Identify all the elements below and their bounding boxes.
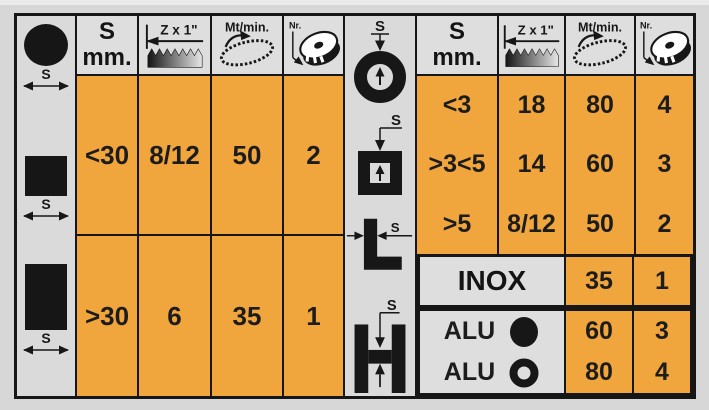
svg-text:Mt/min.: Mt/min. <box>225 20 269 34</box>
photo-edge-highlight <box>0 0 709 5</box>
solid-large-square-bar-icon: S <box>17 264 75 357</box>
table-cell: 3 <box>634 135 693 195</box>
header-s-mm: S mm. <box>417 16 497 76</box>
header-s-mm: S mm. <box>77 16 137 76</box>
table-cell: 60 <box>585 317 613 345</box>
table-cell: >3<5 <box>417 135 497 195</box>
alu-solid-label: ALU <box>420 311 564 352</box>
alu-speed-column: 60 80 <box>564 311 632 393</box>
hollow-table: S mm. Z x 1" Mt/min. <box>417 16 693 396</box>
svg-text:Nr.: Nr. <box>288 21 300 31</box>
svg-text:Mt/min.: Mt/min. <box>578 20 622 34</box>
svg-text:S: S <box>41 198 50 212</box>
svg-text:Z x 1": Z x 1" <box>517 23 553 38</box>
svg-text:S: S <box>391 220 400 235</box>
table-cell: 1 <box>282 236 343 396</box>
svg-text:S: S <box>375 18 385 35</box>
table-cell: 35 <box>564 257 632 305</box>
table-cell: 8/12 <box>137 76 210 236</box>
table-cell: 80 <box>564 76 634 136</box>
s-dimension-arrow-icon: S <box>23 332 69 355</box>
svg-text:S: S <box>391 113 401 129</box>
svg-text:S: S <box>387 299 397 314</box>
solid-round-bar-icon <box>510 316 539 347</box>
svg-text:S: S <box>41 332 50 346</box>
alu-tube-label: ALU <box>420 352 564 393</box>
h-beam-profile-icon: S <box>354 299 406 393</box>
solid-profiles-column: S S S <box>17 16 77 396</box>
large-square-bar-shape <box>25 264 67 330</box>
table-cell: <30 <box>77 76 137 236</box>
alu-text: ALU <box>443 358 496 386</box>
table-cell: 8/12 <box>497 194 564 254</box>
saw-blade-icon: Z x 1" <box>145 22 203 68</box>
hollow-profiles-column: S S <box>343 16 417 396</box>
table-cell: 4 <box>655 358 669 386</box>
angle-profile-icon: S <box>346 218 413 270</box>
header-teeth-per-inch: Z x 1" <box>137 16 210 76</box>
header-pulley-number: Nr. <box>634 16 693 76</box>
header-cutting-speed: Mt/min. <box>564 16 634 76</box>
table-cell: 3 <box>655 317 669 345</box>
inox-label: INOX <box>420 257 564 305</box>
table-cell: <3 <box>417 76 497 136</box>
header-pulley-number: Nr. <box>282 16 343 76</box>
table-cell: 35 <box>210 236 282 396</box>
table-cell: 60 <box>564 135 634 195</box>
table-cell: 2 <box>282 76 343 236</box>
header-cutting-speed: Mt/min. <box>210 16 282 76</box>
hollow-table-body: <3 18 80 4 >3<5 14 60 3 >5 8/12 50 2 <box>417 76 693 254</box>
pulley-wheel-icon: Nr. <box>639 21 691 66</box>
svg-text:Z x 1": Z x 1" <box>160 22 197 37</box>
header-teeth-per-inch: Z x 1" <box>497 16 564 76</box>
table-cell: 18 <box>497 76 564 136</box>
saw-blade-icon: Z x 1" <box>503 23 559 67</box>
hollow-table-header: S mm. Z x 1" Mt/min. <box>417 16 693 76</box>
svg-text:Nr.: Nr. <box>639 21 651 31</box>
alu-text: ALU <box>443 317 496 345</box>
band-loop-icon: Mt/min. <box>573 20 627 67</box>
table-cell: >30 <box>77 236 137 396</box>
alu-label-column: ALU ALU <box>420 311 564 393</box>
table-cell: >5 <box>417 194 497 254</box>
round-tube-icon: S <box>354 18 406 103</box>
table-cell: 2 <box>634 194 693 254</box>
table-cell: 50 <box>564 194 634 254</box>
solid-square-bar-icon: S <box>17 156 75 223</box>
band-loop-icon: Mt/min. <box>220 20 274 67</box>
inox-row: INOX 35 1 <box>417 254 693 308</box>
square-tube-icon: S <box>358 113 402 195</box>
round-bar-shape <box>24 24 68 66</box>
solid-table: S mm. Z x 1" <box>77 16 343 396</box>
table-cell: 6 <box>137 236 210 396</box>
square-bar-shape <box>25 156 67 196</box>
table-cell: 14 <box>497 135 564 195</box>
round-tube-icon <box>509 358 539 387</box>
s-dimension-arrow-icon: S <box>23 68 69 91</box>
table-cell: 1 <box>632 257 690 305</box>
svg-text:S: S <box>41 68 50 82</box>
chart-frame: S S S <box>14 13 696 399</box>
pulley-wheel-icon: Nr. <box>288 21 340 66</box>
solid-round-bar-icon: S <box>17 24 75 93</box>
table-cell: 80 <box>585 358 613 386</box>
table-cell: 50 <box>210 76 282 236</box>
alu-rows: ALU ALU 60 80 <box>417 308 693 396</box>
s-dimension-arrow-icon: S <box>23 198 69 221</box>
table-cell: 4 <box>634 76 693 136</box>
alu-nr-column: 3 4 <box>632 311 690 393</box>
